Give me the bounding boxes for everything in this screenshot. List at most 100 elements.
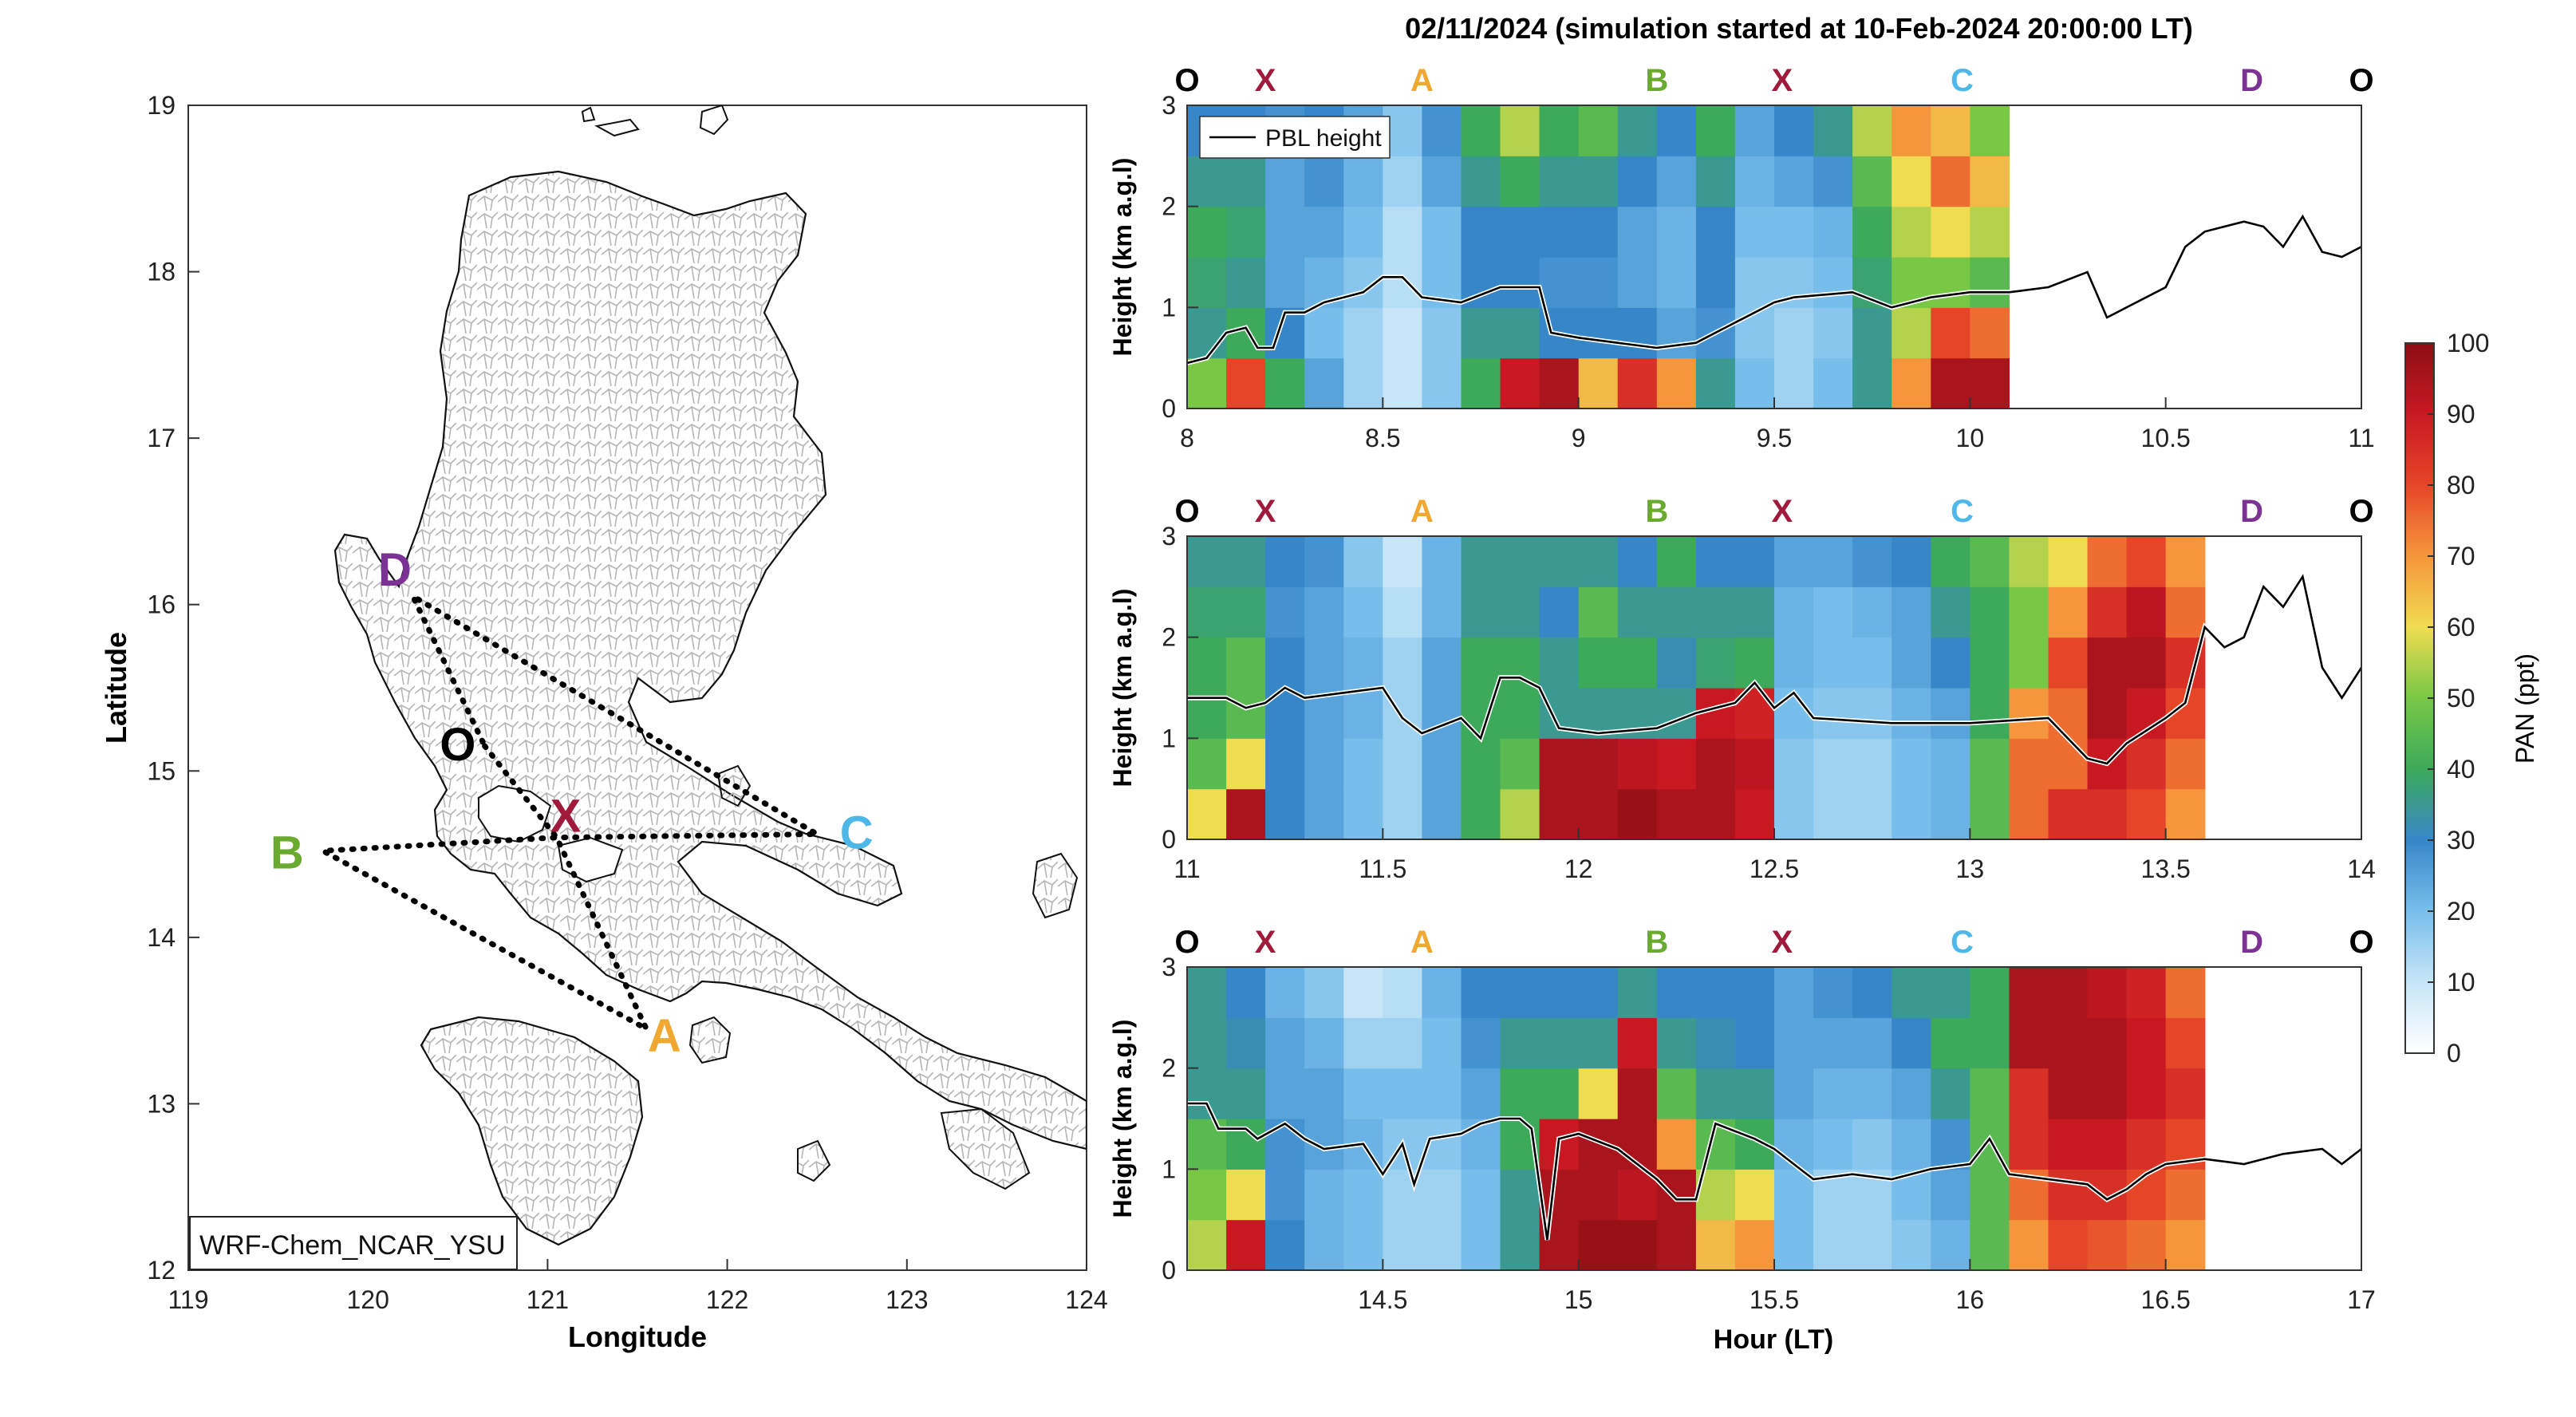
pan-cell bbox=[1617, 586, 1658, 638]
pan-cell bbox=[1578, 637, 1619, 689]
pan-cell bbox=[1461, 105, 1501, 156]
pan-cell bbox=[1617, 637, 1658, 689]
pan-cell bbox=[1656, 637, 1697, 689]
pan-cell bbox=[1578, 156, 1619, 207]
pan-cell bbox=[1461, 1219, 1501, 1270]
pan-cell bbox=[1617, 1169, 1658, 1221]
pan-cell bbox=[2048, 1219, 2089, 1270]
pan-cell bbox=[1422, 307, 1462, 359]
pan-cell bbox=[1578, 738, 1619, 790]
site-labels: D O X C B A bbox=[270, 544, 874, 1062]
pan-cell bbox=[2009, 637, 2049, 689]
pan-cell bbox=[1774, 788, 1814, 839]
pan-cell bbox=[2009, 788, 2049, 839]
pan-cell bbox=[1892, 967, 1931, 1018]
pan-cell bbox=[1774, 105, 1814, 156]
panel-xtick-label: 17 bbox=[2347, 1285, 2376, 1314]
pan-cell bbox=[1617, 967, 1658, 1018]
site-marker-a: A bbox=[1410, 925, 1434, 960]
pan-cell bbox=[2009, 586, 2049, 638]
site-marker-o: O bbox=[1174, 494, 1199, 529]
pan-cell bbox=[1578, 967, 1619, 1018]
pan-cell bbox=[1500, 586, 1540, 638]
panel-xtick-label: 9.5 bbox=[1757, 424, 1792, 452]
pan-cell bbox=[1931, 536, 1970, 587]
panel-ytick-label: 1 bbox=[1162, 724, 1176, 752]
pan-cell bbox=[1695, 1068, 1736, 1119]
pan-cell bbox=[1265, 788, 1305, 839]
pan-cell bbox=[1187, 688, 1227, 739]
pan-cell bbox=[1578, 1219, 1619, 1270]
site-marker-o: O bbox=[1174, 63, 1199, 98]
pan-cell bbox=[1734, 206, 1775, 258]
pan-cell bbox=[2087, 586, 2128, 638]
pan-cell bbox=[1422, 105, 1462, 156]
pan-cell bbox=[1892, 307, 1931, 359]
colorbar: 0 10 20 30 40 50 60 70 80 90 100 bbox=[2404, 329, 2489, 1068]
pan-cell bbox=[1226, 257, 1266, 308]
map-xtick-label: 123 bbox=[886, 1285, 928, 1314]
pan-cell bbox=[1343, 637, 1383, 689]
catanduanes-island bbox=[1032, 852, 1079, 919]
panel-xtick-label: 11 bbox=[1174, 855, 1200, 883]
pan-cell bbox=[1617, 738, 1658, 790]
pan-cell bbox=[1343, 1017, 1383, 1069]
pan-cell bbox=[1931, 967, 1970, 1018]
pbl-height-line bbox=[1187, 214, 2361, 365]
pan-cell bbox=[1265, 1119, 1305, 1170]
pan-cell bbox=[1578, 586, 1619, 638]
pan-cell bbox=[1852, 105, 1892, 156]
pan-cell bbox=[1226, 156, 1266, 207]
pan-cell bbox=[1656, 307, 1697, 359]
site-marker-o: O bbox=[2349, 494, 2373, 529]
pan-cell bbox=[1892, 586, 1931, 638]
pan-cell bbox=[1539, 1017, 1580, 1069]
pan-cell bbox=[2009, 1219, 2049, 1270]
pan-cell bbox=[1500, 105, 1540, 156]
pan-cell bbox=[1852, 156, 1892, 207]
pan-cell bbox=[1656, 788, 1697, 839]
pan-heatmap bbox=[1187, 967, 2206, 1270]
pan-cell bbox=[1695, 788, 1736, 839]
pan-cell bbox=[1656, 257, 1697, 308]
pan-cell bbox=[2009, 967, 2049, 1018]
pan-cell bbox=[1383, 1017, 1422, 1069]
map-xlabel: Longitude bbox=[568, 1320, 707, 1353]
mindoro-island bbox=[420, 1016, 644, 1246]
pan-cell bbox=[2126, 967, 2167, 1018]
pan-cell bbox=[1343, 156, 1383, 207]
chart-title: 02/11/2024 (simulation started at 10-Feb… bbox=[1405, 12, 2193, 45]
pan-cell bbox=[1892, 637, 1931, 689]
pan-cell bbox=[2165, 1219, 2206, 1270]
pan-cell bbox=[1734, 586, 1775, 638]
pan-cell bbox=[1813, 1219, 1853, 1270]
panel-xtick-label: 16.5 bbox=[2141, 1285, 2191, 1314]
pan-cell bbox=[1304, 586, 1344, 638]
pan-cell bbox=[1931, 688, 1970, 739]
pan-cell bbox=[1813, 257, 1853, 308]
panel-ytick-label: 2 bbox=[1162, 623, 1176, 652]
pan-cell bbox=[1617, 257, 1658, 308]
pan-cell bbox=[1383, 637, 1422, 689]
colorbar-tick-label: 40 bbox=[2447, 755, 2475, 783]
pan-cell bbox=[1695, 257, 1736, 308]
pan-cell bbox=[1539, 637, 1580, 689]
pan-cell bbox=[1892, 536, 1931, 587]
pan-cell bbox=[1226, 1017, 1266, 1069]
pan-cell bbox=[1422, 1017, 1462, 1069]
panel-xtick-label: 14 bbox=[2347, 855, 2376, 883]
map-xtick-label: 121 bbox=[527, 1285, 569, 1314]
pan-cell bbox=[2048, 688, 2089, 739]
pan-cell bbox=[1304, 1169, 1344, 1221]
pan-cell bbox=[1500, 788, 1540, 839]
pan-cell bbox=[1422, 357, 1462, 409]
pan-cell bbox=[1422, 1068, 1462, 1119]
colorbar-tick-label: 10 bbox=[2447, 968, 2475, 997]
pan-cell bbox=[1695, 156, 1736, 207]
colorbar-tick-label: 50 bbox=[2447, 684, 2475, 712]
pan-cell bbox=[2048, 1017, 2089, 1069]
pan-cell bbox=[1422, 1169, 1462, 1221]
pan-cell bbox=[1813, 357, 1853, 409]
pan-cell bbox=[1265, 1017, 1305, 1069]
